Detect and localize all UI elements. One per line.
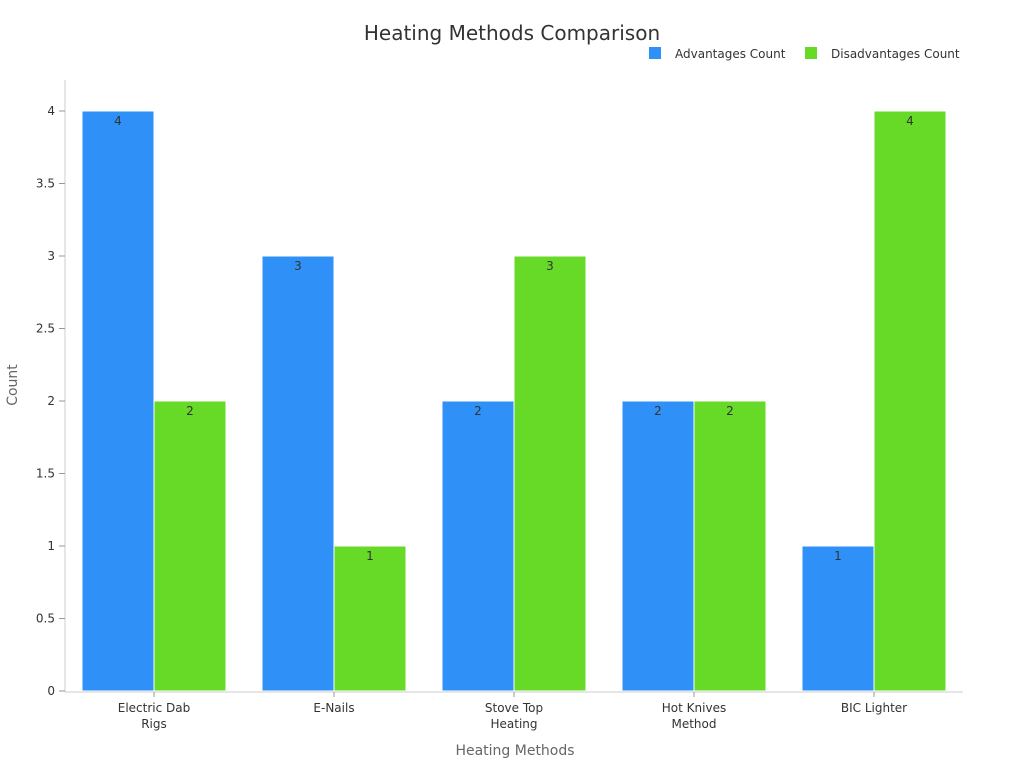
data-label: 1	[366, 549, 374, 563]
data-label: 2	[186, 404, 194, 418]
legend-label: Advantages Count	[675, 47, 786, 61]
legend-swatch	[805, 47, 817, 59]
bar-disadvantages	[333, 545, 407, 692]
y-tick-label: 1.5	[36, 467, 55, 481]
bar-advantages	[621, 400, 695, 692]
y-tick-label: 3	[47, 249, 55, 263]
bar-disadvantages	[153, 400, 227, 692]
bar-advantages	[81, 110, 155, 692]
x-tick-label: Electric Dab	[118, 701, 191, 715]
bar-advantages	[441, 400, 515, 692]
y-tick-label: 4	[47, 104, 55, 118]
y-axis-label: Count	[5, 364, 21, 406]
data-label: 3	[546, 259, 554, 273]
x-tick-label: Stove Top	[485, 701, 543, 715]
y-tick-label: 0	[47, 684, 55, 698]
x-tick-label: Rigs	[141, 717, 167, 731]
data-label: 3	[294, 259, 302, 273]
x-tick-label: Hot Knives	[662, 701, 726, 715]
bar-disadvantages	[693, 400, 767, 692]
y-tick-label: 1	[47, 539, 55, 553]
y-tick-label: 2.5	[36, 322, 55, 336]
y-tick-label: 0.5	[36, 612, 55, 626]
x-tick-label: BIC Lighter	[841, 701, 907, 715]
x-axis-label: Heating Methods	[455, 743, 574, 759]
bar-advantages	[801, 545, 875, 692]
chart-title: Heating Methods Comparison	[364, 21, 660, 45]
bar-disadvantages	[873, 110, 947, 692]
data-label: 4	[906, 114, 914, 128]
legend-label: Disadvantages Count	[831, 47, 960, 61]
data-label: 2	[726, 404, 734, 418]
data-label: 1	[834, 549, 842, 563]
y-tick-label: 2	[47, 394, 55, 408]
x-tick-label: Heating	[490, 717, 537, 731]
data-label: 2	[654, 404, 662, 418]
data-label: 2	[474, 404, 482, 418]
legend-swatch	[649, 47, 661, 59]
x-tick-label: E-Nails	[313, 701, 354, 715]
y-tick-label: 3.5	[36, 177, 55, 191]
bar-disadvantages	[513, 255, 587, 692]
bar-advantages	[261, 255, 335, 692]
x-tick-label: Method	[671, 717, 716, 731]
data-label: 4	[114, 114, 122, 128]
